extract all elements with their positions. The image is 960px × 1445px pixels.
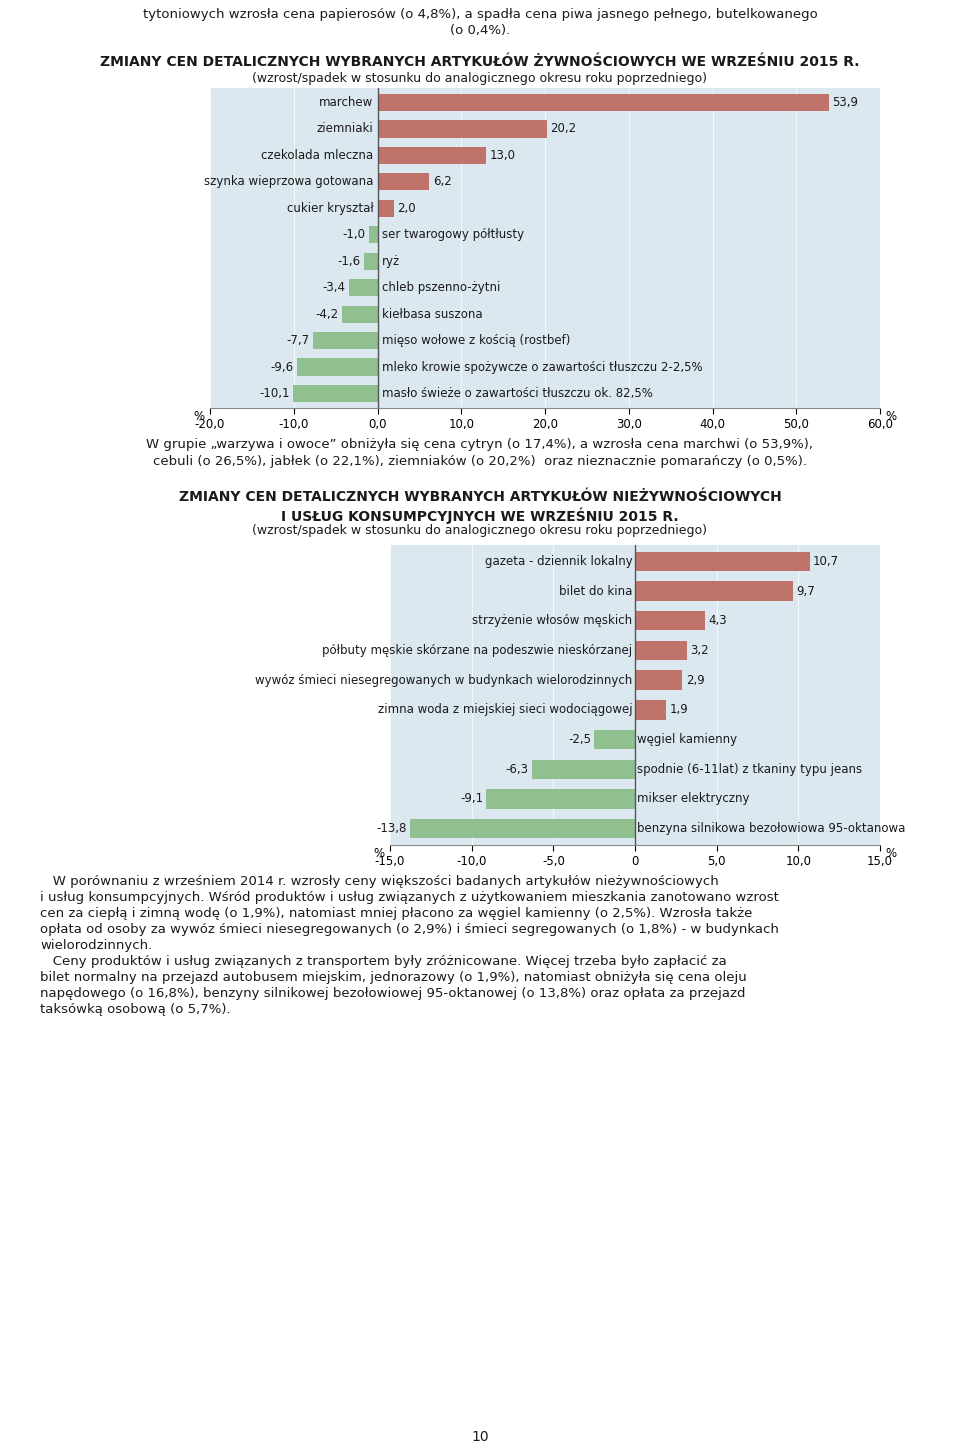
Bar [370, 227, 377, 243]
Text: (wzrost/spadek w stosunku do analogicznego okresu roku poprzedniego): (wzrost/spadek w stosunku do analogiczne… [252, 72, 708, 85]
Text: bilet normalny na przejazd autobusem miejskim, jednorazowy (o 1,9%), natomiast o: bilet normalny na przejazd autobusem mie… [40, 971, 747, 984]
Bar [410, 819, 635, 838]
Text: 53,9: 53,9 [832, 95, 858, 108]
Text: 2,0: 2,0 [397, 202, 417, 215]
Text: napędowego (o 16,8%), benzyny silnikowej bezołowiowej 95-oktanowej (o 13,8%) ora: napędowego (o 16,8%), benzyny silnikowej… [40, 987, 746, 1000]
Text: 1,9: 1,9 [669, 704, 688, 717]
Text: (wzrost/spadek w stosunku do analogicznego okresu roku poprzedniego): (wzrost/spadek w stosunku do analogiczne… [252, 525, 708, 538]
Bar [635, 581, 793, 601]
Text: masło świeże o zawartości tłuszczu ok. 82,5%: masło świeże o zawartości tłuszczu ok. 8… [382, 387, 653, 400]
Text: bilet do kina: bilet do kina [559, 585, 633, 598]
Text: -6,3: -6,3 [506, 763, 529, 776]
Text: gazeta - dziennik lokalny: gazeta - dziennik lokalny [485, 555, 633, 568]
Text: 9,7: 9,7 [797, 585, 815, 598]
Text: ziemniaki: ziemniaki [317, 123, 373, 136]
Text: szynka wieprzowa gotowana: szynka wieprzowa gotowana [204, 175, 373, 188]
Text: -10,1: -10,1 [259, 387, 290, 400]
Text: -2,5: -2,5 [568, 733, 591, 746]
Text: mleko krowie spożywcze o zawartości tłuszczu 2-2,5%: mleko krowie spożywcze o zawartości tłus… [382, 360, 703, 373]
Text: 3,2: 3,2 [690, 644, 709, 657]
Bar [377, 94, 828, 111]
Text: mikser elektryczny: mikser elektryczny [637, 792, 750, 805]
Text: Ceny produktów i usług związanych z transportem były zróżnicowane. Więcej trzeba: Ceny produktów i usług związanych z tran… [40, 955, 727, 968]
Text: spodnie (6-11lat) z tkaniny typu jeans: spodnie (6-11lat) z tkaniny typu jeans [637, 763, 863, 776]
Text: cebuli (o 26,5%), jabłek (o 22,1%), ziemniaków (o 20,2%)  oraz nieznacznie pomar: cebuli (o 26,5%), jabłek (o 22,1%), ziem… [153, 455, 807, 468]
Text: chleb pszenno-żytni: chleb pszenno-żytni [382, 282, 500, 295]
Text: %: % [885, 410, 896, 423]
Bar [349, 279, 377, 296]
Text: tytoniowych wzrosła cena papierosów (o 4,8%), a spadła cena piwa jasnego pełnego: tytoniowych wzrosła cena papierosów (o 4… [143, 9, 817, 22]
Text: -9,6: -9,6 [271, 360, 294, 373]
Bar [487, 789, 635, 809]
Text: ryż: ryż [382, 254, 399, 267]
Text: opłata od osoby za wywóz śmieci niesegregowanych (o 2,9%) i śmieci segregowanych: opłata od osoby za wywóz śmieci niesegre… [40, 923, 779, 936]
Text: zimna woda z miejskiej sieci wodociągowej: zimna woda z miejskiej sieci wodociągowe… [378, 704, 633, 717]
Text: mięso wołowe z kością (rostbef): mięso wołowe z kością (rostbef) [382, 334, 570, 347]
Bar [377, 147, 487, 165]
Bar [635, 552, 810, 571]
Text: czekolada mleczna: czekolada mleczna [261, 149, 373, 162]
Bar [293, 384, 377, 402]
Text: I USŁUG KONSUMPCYJNYCH WE WRZEŚNIU 2015 R.: I USŁUG KONSUMPCYJNYCH WE WRZEŚNIU 2015 … [281, 507, 679, 523]
Text: 6,2: 6,2 [433, 175, 451, 188]
Bar [635, 701, 666, 720]
Text: marchew: marchew [319, 95, 373, 108]
Text: W grupie „warzywa i owoce” obniżyła się cena cytryn (o 17,4%), a wzrosła cena ma: W grupie „warzywa i owoce” obniżyła się … [147, 438, 813, 451]
Bar [594, 730, 635, 749]
Text: 10,7: 10,7 [813, 555, 839, 568]
Bar [377, 199, 395, 217]
Bar [364, 253, 377, 270]
Text: ZMIANY CEN DETALICZNYCH WYBRANYCH ARTYKUŁÓW NIEŻYWNOŚCIOWYCH: ZMIANY CEN DETALICZNYCH WYBRANYCH ARTYKU… [179, 490, 781, 504]
Bar [635, 640, 687, 660]
Text: -4,2: -4,2 [316, 308, 339, 321]
Text: strzyżenie włosów męskich: strzyżenie włosów męskich [472, 614, 633, 627]
Text: benzyna silnikowa bezołowiowa 95-oktanowa: benzyna silnikowa bezołowiowa 95-oktanow… [637, 822, 906, 835]
Text: -1,6: -1,6 [338, 254, 361, 267]
Text: 20,2: 20,2 [550, 123, 576, 136]
Bar [532, 760, 635, 779]
Text: -7,7: -7,7 [286, 334, 310, 347]
Text: węgiel kamienny: węgiel kamienny [637, 733, 737, 746]
Text: 13,0: 13,0 [490, 149, 516, 162]
Text: -3,4: -3,4 [323, 282, 346, 295]
Text: ser twarogowy półtłusty: ser twarogowy półtłusty [382, 228, 524, 241]
Text: wywóz śmieci niesegregowanych w budynkach wielorodzinnych: wywóz śmieci niesegregowanych w budynkac… [255, 673, 633, 686]
Text: %: % [885, 847, 896, 860]
Bar [343, 305, 377, 322]
Text: %: % [373, 847, 385, 860]
Text: -1,0: -1,0 [343, 228, 366, 241]
Bar [377, 120, 546, 137]
Bar [635, 670, 683, 689]
Text: 2,9: 2,9 [685, 673, 705, 686]
Text: i usług konsumpcyjnych. Wśród produktów i usług związanych z użytkowaniem mieszk: i usług konsumpcyjnych. Wśród produktów … [40, 892, 779, 905]
Text: taksówką osobową (o 5,7%).: taksówką osobową (o 5,7%). [40, 1003, 230, 1016]
Text: półbuty męskie skórzane na podeszwie nieskórzanej: półbuty męskie skórzane na podeszwie nie… [323, 644, 633, 657]
Bar [635, 611, 706, 630]
Text: (o 0,4%).: (o 0,4%). [450, 25, 510, 38]
Text: -9,1: -9,1 [460, 792, 483, 805]
Bar [313, 332, 377, 350]
Text: cen za ciepłą i zimną wodę (o 1,9%), natomiast mniej płacono za węgiel kamienny : cen za ciepłą i zimną wodę (o 1,9%), nat… [40, 907, 753, 920]
Text: 10: 10 [471, 1431, 489, 1444]
Text: kiełbasa suszona: kiełbasa suszona [382, 308, 482, 321]
Text: -13,8: -13,8 [376, 822, 406, 835]
Text: W porównaniu z wrześniem 2014 r. wzrosły ceny większości badanych artykułów nież: W porównaniu z wrześniem 2014 r. wzrosły… [40, 876, 719, 889]
Text: %: % [194, 410, 205, 423]
Text: wielorodzinnych.: wielorodzinnych. [40, 939, 153, 952]
Bar [297, 358, 377, 376]
Text: ZMIANY CEN DETALICZNYCH WYBRANYCH ARTYKUŁÓW ŻYWNOŚCIOWYCH WE WRZEŚNIU 2015 R.: ZMIANY CEN DETALICZNYCH WYBRANYCH ARTYKU… [100, 55, 860, 69]
Bar [377, 173, 429, 191]
Text: cukier kryształ: cukier kryształ [287, 202, 373, 215]
Text: 4,3: 4,3 [708, 614, 727, 627]
